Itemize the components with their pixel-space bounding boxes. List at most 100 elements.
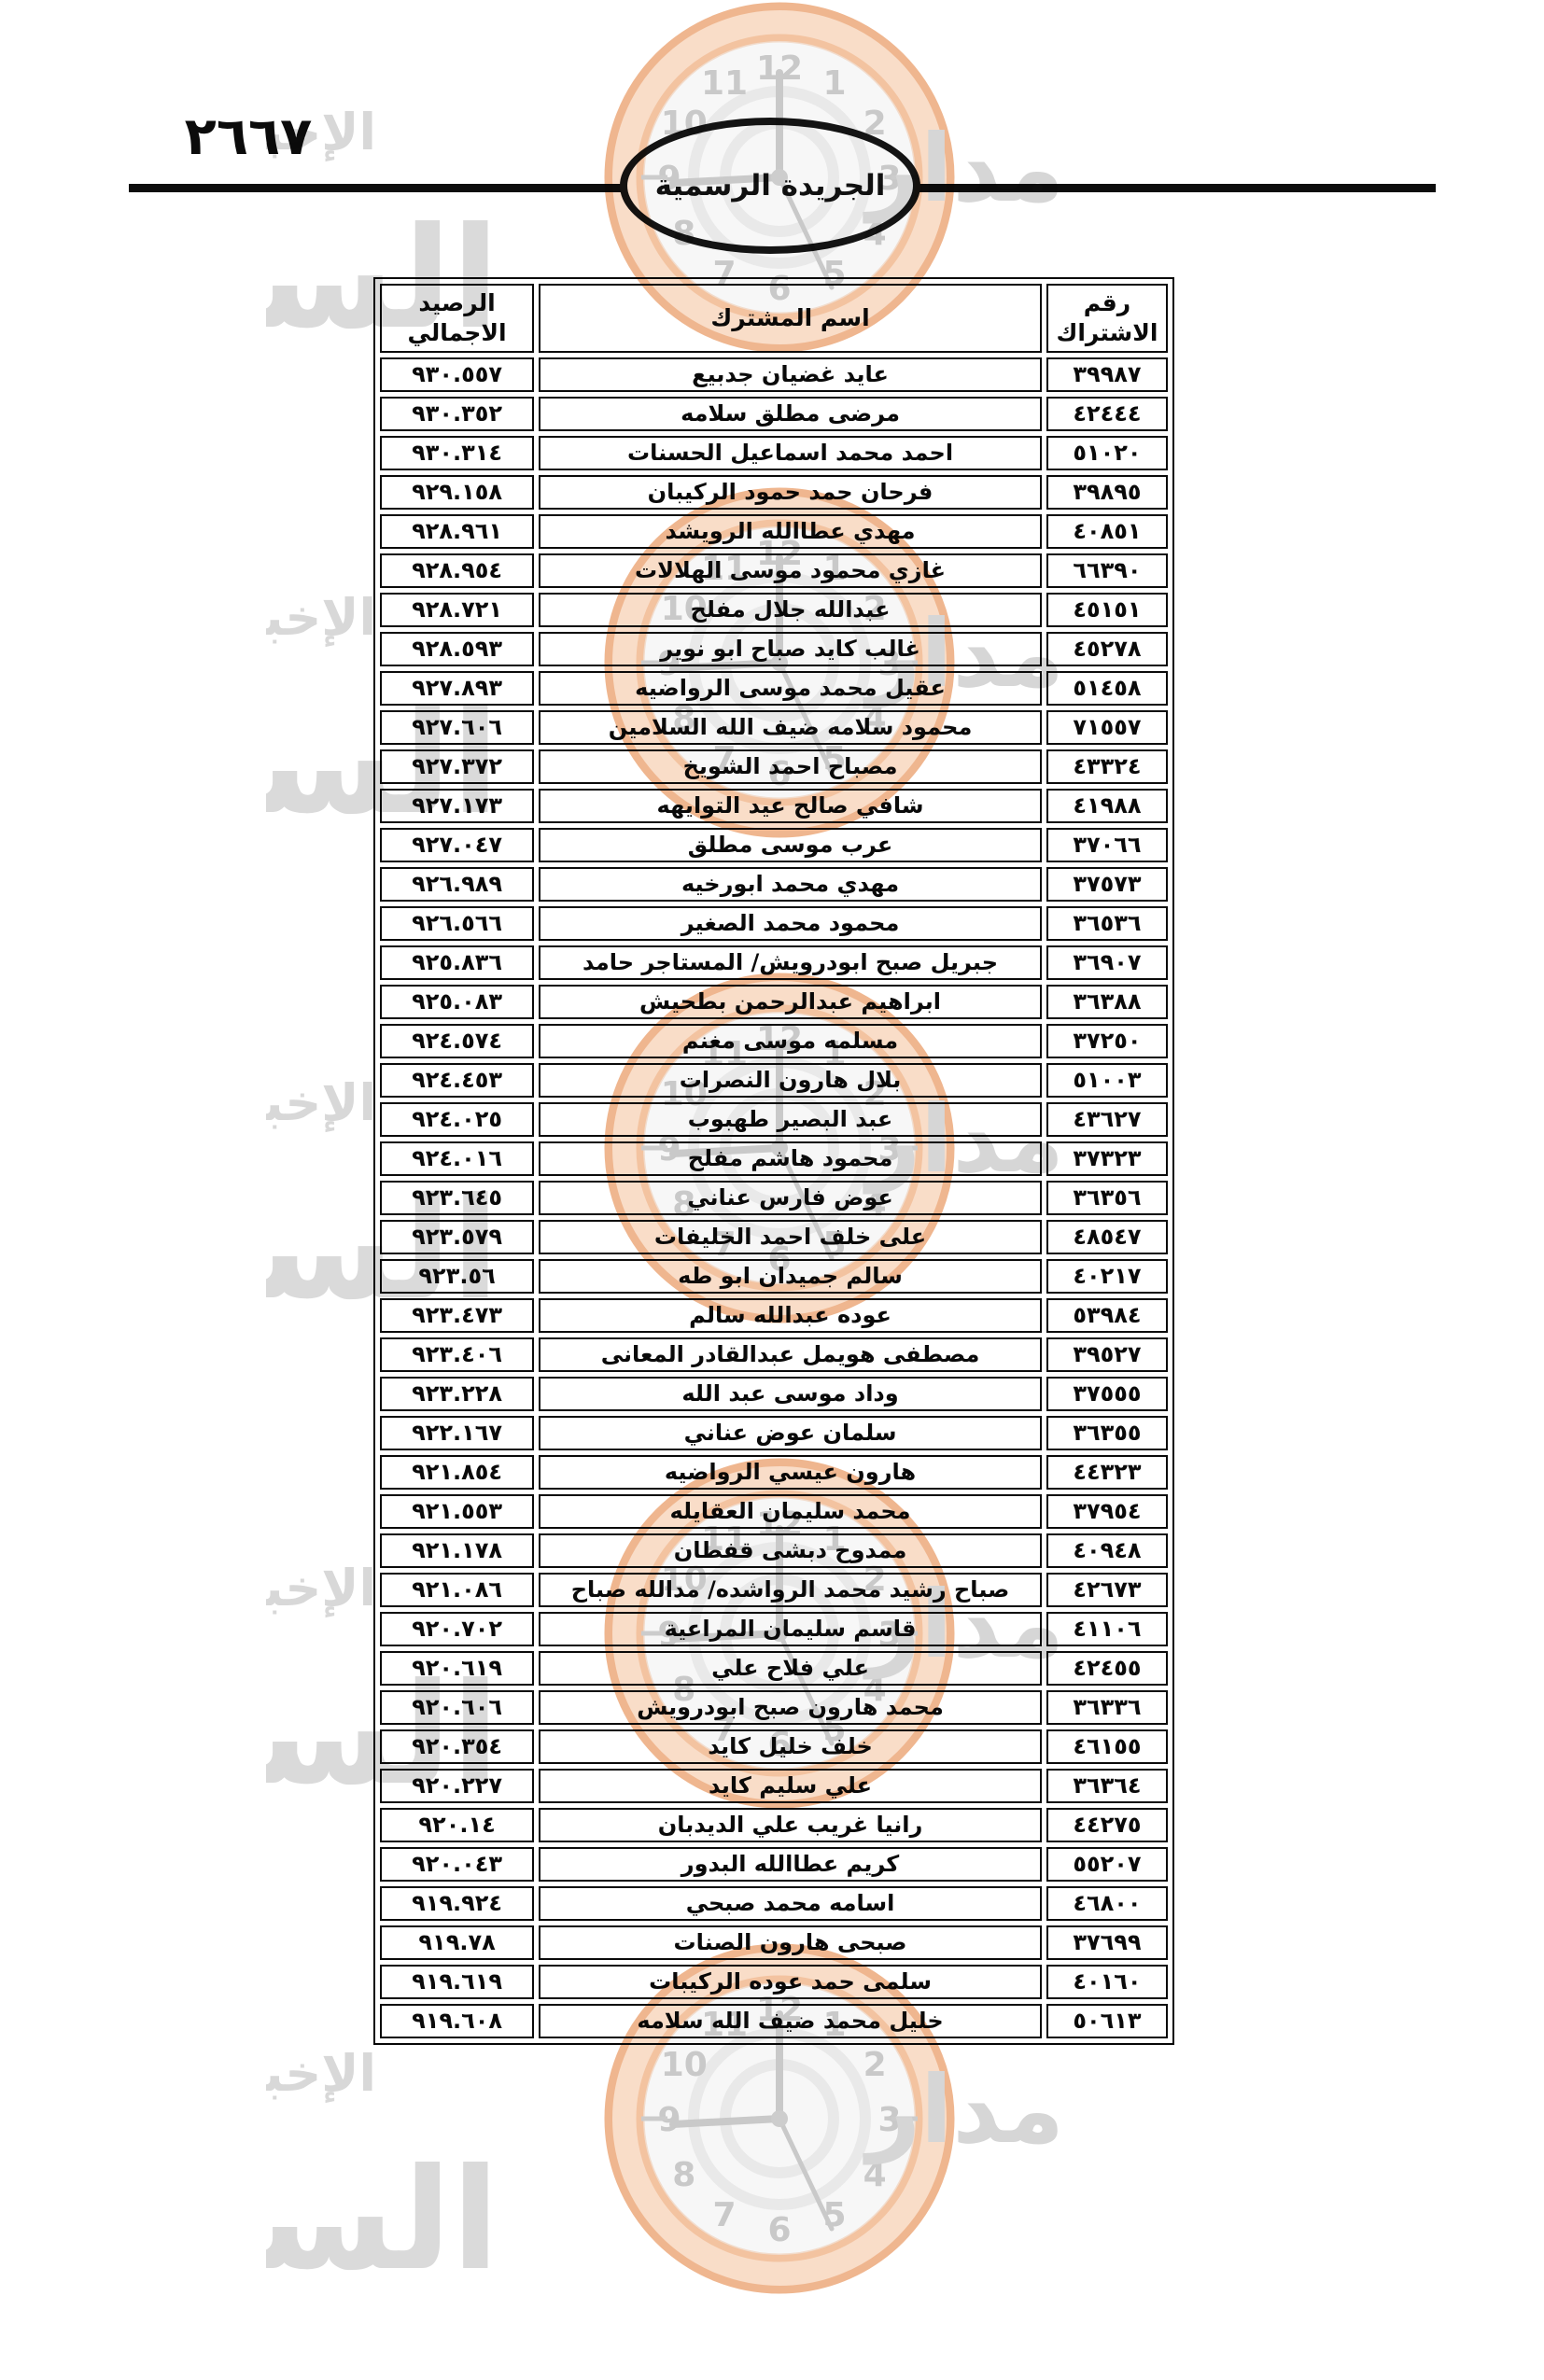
subscriber-name-cell: احمد محمد اسماعيل الحسنات (539, 436, 1042, 470)
table-row: ٣٧٩٥٤ محمد سليمان العقايله ٩٢١.٥٥٣ (380, 1494, 1168, 1529)
table-row: ٤١١٠٦ قاسم سليمان المراعية ٩٢٠.٧٠٢ (380, 1612, 1168, 1646)
subscriber-name-cell: غازي محمود موسى الهلالات (539, 553, 1042, 588)
table-row: ٤٢٤٥٥ علي فلاح علي ٩٢٠.٦١٩ (380, 1651, 1168, 1686)
total-balance-cell: ٩٣٠.٣٥٢ (380, 397, 535, 431)
subscriber-name-cell: سلمان عوض عناني (539, 1416, 1042, 1450)
subscriber-name-cell: مصطفى هويمل عبدالقادر المعانى (539, 1337, 1042, 1372)
subscription-number-cell: ٤١١٠٦ (1046, 1612, 1168, 1646)
table-row: ٣٧٥٥٥ وداد موسى عبد الله ٩٢٣.٢٢٨ (380, 1377, 1168, 1411)
gazette-title-badge: الجريدة الرسمية (620, 118, 920, 254)
subscription-number-cell: ٣٧٥٧٣ (1046, 867, 1168, 902)
subscription-number-cell: ٣٦٥٣٦ (1046, 906, 1168, 941)
subscriber-name-cell: على خلف احمد الخليفات (539, 1220, 1042, 1254)
total-balance-cell: ٩٣٠.٥٥٧ (380, 357, 535, 392)
subscriber-name-cell: علي فلاح علي (539, 1651, 1042, 1686)
subscriber-name-cell: عوده عبدالله سالم (539, 1298, 1042, 1333)
total-balance-cell: ٩٢٣.٤٧٣ (380, 1298, 535, 1333)
subscriber-name-cell: مهدي محمد ابورخيه (539, 867, 1042, 902)
subscriber-name-cell: عبد البصير طهبوب (539, 1102, 1042, 1137)
subscription-number-cell: ٥١٠٢٠ (1046, 436, 1168, 470)
page-number: ٢٦٦٧ (184, 106, 313, 167)
subscriber-name-cell: قاسم سليمان المراعية (539, 1612, 1042, 1646)
column-header-subscription-number: رقم الاشتراك (1046, 284, 1168, 353)
table-row: ٤٢٤٤٤ مرضى مطلق سلامه ٩٣٠.٣٥٢ (380, 397, 1168, 431)
subscription-number-cell: ٥١٠٠٣ (1046, 1063, 1168, 1098)
subscription-number-cell: ٣٦٩٠٧ (1046, 945, 1168, 980)
total-balance-cell: ٩٢٤.٠١٦ (380, 1141, 535, 1176)
column-header-subscriber-name: اسم المشترك (539, 284, 1042, 353)
total-balance-cell: ٩٢١.١٧٨ (380, 1533, 535, 1568)
subscription-number-cell: ٣٩٩٨٧ (1046, 357, 1168, 392)
subscriber-name-cell: ابراهيم عبدالرحمن بطحيش (539, 985, 1042, 1019)
table-header-row: رقم الاشتراك اسم المشترك الرصيد الاجمالي (380, 284, 1168, 353)
total-balance-cell: ٩٢٢.١٦٧ (380, 1416, 535, 1450)
table-row: ٣٩٨٩٥ فرحان حمد حمود الركيبان ٩٢٩.١٥٨ (380, 475, 1168, 510)
subscriber-name-cell: غالب كايد صباح ابو نوير (539, 632, 1042, 666)
subscription-number-cell: ٤٦٨٠٠ (1046, 1886, 1168, 1921)
subscriber-name-cell: عوض فارس عناني (539, 1181, 1042, 1215)
total-balance-cell: ٩١٩.٦٠٨ (380, 2004, 535, 2038)
table-row: ٤٤٣٢٣ هارون عيسي الرواضيه ٩٢١.٨٥٤ (380, 1455, 1168, 1490)
table-row: ٣٦٣٥٥ سلمان عوض عناني ٩٢٢.١٦٧ (380, 1416, 1168, 1450)
table-row: ٣٦٣٨٨ ابراهيم عبدالرحمن بطحيش ٩٢٥.٠٨٣ (380, 985, 1168, 1019)
total-balance-cell: ٩٢٣.٤٠٦ (380, 1337, 535, 1372)
table-row: ٣٦٣٥٦ عوض فارس عناني ٩٢٣.٦٤٥ (380, 1181, 1168, 1215)
subscriber-name-cell: رانيا غريب علي الديدبان (539, 1808, 1042, 1842)
total-balance-cell: ٩٣٠.٣١٤ (380, 436, 535, 470)
subscription-number-cell: ٣٦٣٣٦ (1046, 1690, 1168, 1725)
document-layer: ٢٦٦٧ الجريدة الرسمية رقم الاشتراك اسم ال… (129, 106, 1436, 2045)
total-balance-cell: ٩٢٩.١٥٨ (380, 475, 535, 510)
subscription-number-cell: ٤٥١٥١ (1046, 593, 1168, 627)
total-balance-cell: ٩٢١.٨٥٤ (380, 1455, 535, 1490)
table-row: ٣٧٣٢٣ محمود هاشم مفلح ٩٢٤.٠١٦ (380, 1141, 1168, 1176)
table-row: ٤٦٨٠٠ اسامه محمد صبحي ٩١٩.٩٢٤ (380, 1886, 1168, 1921)
total-balance-cell: ٩٢٠.٦٠٦ (380, 1690, 535, 1725)
subscription-number-cell: ٤٠١٦٠ (1046, 1965, 1168, 1999)
table-row: ٦٦٣٩٠ غازي محمود موسى الهلالات ٩٢٨.٩٥٤ (380, 553, 1168, 588)
table-row: ٤٥١٥١ عبدالله جلال مفلح ٩٢٨.٧٢١ (380, 593, 1168, 627)
subscription-number-cell: ٣٧٣٢٣ (1046, 1141, 1168, 1176)
total-balance-cell: ٩٢٨.٧٢١ (380, 593, 535, 627)
subscription-number-cell: ٤٣٦٢٧ (1046, 1102, 1168, 1137)
total-balance-cell: ٩٢٥.٠٨٣ (380, 985, 535, 1019)
subscriber-name-cell: عبدالله جلال مفلح (539, 593, 1042, 627)
subscription-number-cell: ٦٦٣٩٠ (1046, 553, 1168, 588)
subscriber-name-cell: محمود سلامه ضيف الله السلامين (539, 710, 1042, 745)
table-row: ٥٠٦١٣ خليل محمد ضيف الله سلامه ٩١٩.٦٠٨ (380, 2004, 1168, 2038)
total-balance-cell: ٩٢٤.٥٧٤ (380, 1024, 535, 1058)
table-row: ٤٢٦٧٣ صباح رشيد محمد الرواشده/ مدالله صبا… (380, 1573, 1168, 1607)
total-balance-cell: ٩٢٦.٥٦٦ (380, 906, 535, 941)
total-balance-cell: ٩٢٣.٥٧٩ (380, 1220, 535, 1254)
table-row: ٣٩٩٨٧ عايد غضيان جدبيع ٩٣٠.٥٥٧ (380, 357, 1168, 392)
subscription-number-cell: ٣٧٢٥٠ (1046, 1024, 1168, 1058)
total-balance-cell: ٩٢١.٠٨٦ (380, 1573, 535, 1607)
table-row: ٣٦٩٠٧ جبريل صبح ابودرويش/ المستاجر حامد ٩٢… (380, 945, 1168, 980)
subscriber-name-cell: وداد موسى عبد الله (539, 1377, 1042, 1411)
subscriber-name-cell: كريم عطاالله البدور (539, 1847, 1042, 1882)
table-row: ٥٥٢٠٧ كريم عطاالله البدور ٩٢٠.٠٤٣ (380, 1847, 1168, 1882)
subscriber-name-cell: خليل محمد ضيف الله سلامه (539, 2004, 1042, 2038)
subscription-number-cell: ٤٨٥٤٧ (1046, 1220, 1168, 1254)
subscriber-name-cell: مهدي عطاالله الرويشد (539, 514, 1042, 549)
subscription-number-cell: ٣٦٣٨٨ (1046, 985, 1168, 1019)
table-row: ٣٦٣٣٦ محمد هارون صبح ابودرويش ٩٢٠.٦٠٦ (380, 1690, 1168, 1725)
total-balance-cell: ٩٢٨.٩٦١ (380, 514, 535, 549)
column-header-total-balance: الرصيد الاجمالي (380, 284, 535, 353)
subscriber-name-cell: ممدوح دبشى قفطان (539, 1533, 1042, 1568)
subscriber-name-cell: صبحى هارون الصنات (539, 1925, 1042, 1960)
subscription-number-cell: ٣٩٨٩٥ (1046, 475, 1168, 510)
total-balance-cell: ٩٢٧.٣٧٢ (380, 749, 535, 784)
subscriber-name-cell: سلمى حمد عوده الركيبات (539, 1965, 1042, 1999)
subscription-number-cell: ٤٢٤٥٥ (1046, 1651, 1168, 1686)
total-balance-cell: ٩١٩.٩٢٤ (380, 1886, 535, 1921)
subscriber-name-cell: محمود محمد الصغير (539, 906, 1042, 941)
subscriber-name-cell: عايد غضيان جدبيع (539, 357, 1042, 392)
subscription-number-cell: ٤٢٤٤٤ (1046, 397, 1168, 431)
total-balance-cell: ٩٢٨.٥٩٣ (380, 632, 535, 666)
subscribers-table: رقم الاشتراك اسم المشترك الرصيد الاجمالي… (373, 277, 1174, 2045)
subscriber-name-cell: عقيل محمد موسى الرواضيه (539, 671, 1042, 706)
table-row: ٥١٠٢٠ احمد محمد اسماعيل الحسنات ٩٣٠.٣١٤ (380, 436, 1168, 470)
subscriber-name-cell: صباح رشيد محمد الرواشده/ مدالله صباح (539, 1573, 1042, 1607)
svg-text:6: 6 (767, 2211, 791, 2249)
table-row: ٤٣٣٢٤ مصباح احمد الشويخ ٩٢٧.٣٧٢ (380, 749, 1168, 784)
